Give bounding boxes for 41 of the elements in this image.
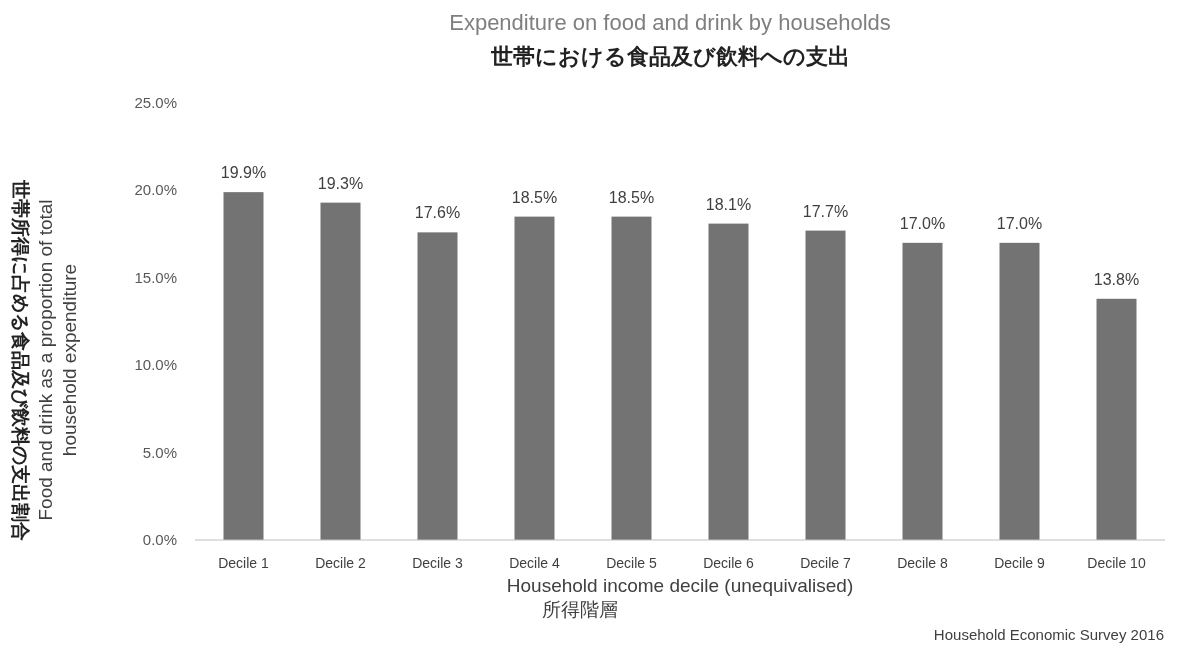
- bar: [417, 232, 458, 540]
- data-label: 18.1%: [705, 195, 752, 213]
- text: Household Economic Survey 2016: [933, 626, 1164, 643]
- bar: [514, 216, 555, 540]
- bar: [611, 216, 652, 540]
- y-tick-label: 25.0%: [134, 94, 177, 111]
- bar: [708, 223, 749, 540]
- x-tick-label: Decile 6: [703, 555, 754, 571]
- y-tick-label: 5.0%: [142, 443, 177, 461]
- data-label: 17.7%: [802, 202, 849, 220]
- y-axis-title: 世帯所得に占める食品及び飲料の支出割合 Food and drink as a proportion of total household expenditure: [10, 178, 80, 541]
- x-axis-title: Household income decile (unequivalised) 所得階層: [506, 575, 854, 620]
- y-tick-label: 0.0%: [142, 531, 177, 548]
- data-label: 18.5%: [511, 188, 558, 206]
- x-tick-label: Decile 2: [315, 555, 366, 571]
- bar: [223, 192, 264, 540]
- x-tick-label: Decile 3: [412, 555, 463, 571]
- chart-title: Expenditure on food and drink by households: [449, 10, 891, 35]
- bar: [999, 242, 1040, 540]
- data-label: 13.8%: [1093, 270, 1140, 288]
- data-label: 17.0%: [899, 214, 946, 232]
- data-label: 19.9%: [220, 164, 267, 182]
- data-label: 17.6%: [414, 204, 461, 222]
- chart-subtitle: 世帯における食品及び飲料への支出: [489, 44, 850, 69]
- y-tick-label: 10.0%: [134, 356, 177, 374]
- bar: [320, 202, 361, 540]
- y-tick-label: 20.0%: [134, 181, 177, 199]
- y-tick-label: 15.0%: [134, 268, 177, 286]
- x-tick-label: Decile 8: [897, 555, 948, 571]
- x-tick-label: Decile 1: [218, 555, 269, 571]
- x-tick-label: Decile 9: [994, 555, 1045, 571]
- bar: [1096, 298, 1137, 540]
- bar: [805, 230, 846, 540]
- x-tick-label: Decile 7: [800, 555, 851, 571]
- x-tick-label: Decile 4: [509, 555, 560, 571]
- data-label: 19.3%: [317, 174, 364, 192]
- x-tick-label: Decile 10: [1087, 555, 1146, 571]
- x-tick-label: Decile 5: [606, 555, 657, 571]
- data-label: 18.5%: [608, 188, 655, 206]
- bar: [902, 242, 943, 540]
- data-label: 17.0%: [996, 214, 1043, 232]
